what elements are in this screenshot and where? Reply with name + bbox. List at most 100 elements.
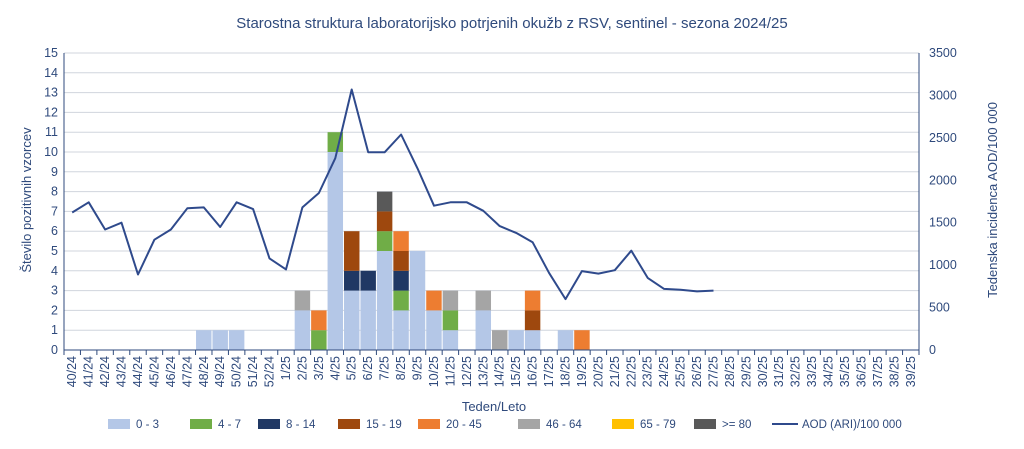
bar-segment <box>409 251 426 350</box>
x-tick-label: 4/25 <box>328 356 342 380</box>
bar-segment <box>311 310 327 331</box>
y-right-tick-label: 2500 <box>929 131 957 145</box>
bars <box>196 132 590 350</box>
legend-label: 20 - 45 <box>446 419 482 431</box>
bar-segment <box>344 231 360 271</box>
y-left-tick-label: 14 <box>44 66 58 80</box>
y-left-tick-label: 3 <box>51 284 58 298</box>
bar-segment <box>393 290 409 311</box>
x-tick-label: 9/25 <box>411 356 425 380</box>
y-left-tick-label: 0 <box>51 343 58 357</box>
x-tick-label: 38/25 <box>887 356 901 387</box>
bar-segment <box>393 310 409 350</box>
bar-segment <box>294 290 311 311</box>
bar-segment <box>508 330 524 350</box>
x-tick-label: 20/25 <box>591 356 605 387</box>
y-left-tick-label: 1 <box>51 323 58 337</box>
legend-label: 0 - 3 <box>136 419 159 431</box>
x-tick-label: 21/25 <box>608 356 622 387</box>
y-left-tick-label: 8 <box>51 185 58 199</box>
bar-segment <box>327 132 344 152</box>
y-right-tick-label: 500 <box>929 301 950 315</box>
x-tick-label: 7/25 <box>378 356 392 380</box>
x-tick-label: 1/25 <box>279 356 293 380</box>
incidence-series-line <box>71 88 714 301</box>
legend-label: 46 - 64 <box>546 419 582 431</box>
x-tick-label: 12/25 <box>460 356 474 387</box>
x-tick-label: 39/25 <box>904 356 918 387</box>
bar-segment <box>475 310 492 350</box>
y-left-tick-label: 13 <box>44 86 58 100</box>
y-left-tick-label: 9 <box>51 165 58 179</box>
y-left-tick-label: 6 <box>51 224 58 238</box>
bar-segment <box>524 330 541 350</box>
y-right-tick-label: 2000 <box>929 173 957 187</box>
bar-segment <box>524 310 541 331</box>
x-tick-label: 48/24 <box>197 356 211 387</box>
gridlines <box>64 52 919 351</box>
x-tick-label: 50/24 <box>230 356 244 387</box>
y-left-tick-label: 11 <box>45 125 58 139</box>
x-tick-label: 16/25 <box>526 356 540 387</box>
legend-swatch <box>694 419 716 429</box>
x-tick-label: 33/25 <box>805 356 819 387</box>
bar-segment <box>311 330 327 350</box>
bar-segment <box>376 211 393 232</box>
legend-label: >= 80 <box>722 419 751 431</box>
bar-segment <box>360 290 376 350</box>
x-tick-label: 6/25 <box>361 356 375 380</box>
x-tick-label: 32/25 <box>789 356 803 387</box>
x-tick-label: 11/25 <box>443 356 457 386</box>
x-tick-label: 13/25 <box>476 356 490 387</box>
x-tick-label: 47/24 <box>180 356 194 387</box>
x-tick-label: 34/25 <box>822 356 836 387</box>
chart-title: Starostna struktura laboratorijsko potrj… <box>236 15 787 32</box>
y-left-tick-label: 7 <box>51 204 58 218</box>
x-tick-label: 45/24 <box>147 356 161 387</box>
x-tick-label: 49/24 <box>213 356 227 387</box>
bar-segment <box>491 330 508 350</box>
bar-segment <box>524 290 541 311</box>
y-right-tick-label: 0 <box>929 343 936 357</box>
y-left-tick-label: 12 <box>44 105 58 119</box>
axes: 0123456789101112131415050010001500200025… <box>44 46 957 387</box>
bar-segment <box>376 251 393 350</box>
x-tick-label: 10/25 <box>427 356 441 387</box>
legend-label: 65 - 79 <box>640 419 676 431</box>
y-left-tick-label: 4 <box>51 264 58 278</box>
legend-swatch <box>518 419 540 429</box>
legend-swatch <box>418 419 440 429</box>
x-tick-label: 25/25 <box>674 356 688 387</box>
legend-swatch <box>258 419 280 429</box>
x-tick-label: 18/25 <box>558 356 572 387</box>
bar-segment <box>344 270 360 291</box>
legend-label: AOD (ARI)/100 000 <box>802 419 902 431</box>
y-left-tick-label: 5 <box>51 244 58 258</box>
bar-segment <box>442 330 459 350</box>
incidence-line <box>71 88 714 301</box>
bar-segment <box>376 191 393 212</box>
legend: 0 - 3 4 - 7 8 - 14 15 - 19 20 - 45 46 - 64 65 … <box>108 419 902 431</box>
x-tick-label: 2/25 <box>295 356 309 380</box>
x-tick-label: 3/25 <box>312 356 326 380</box>
y-axis-left-title: Število pozitivnih vzorcev <box>19 127 34 273</box>
y-left-tick-label: 2 <box>51 303 58 317</box>
bar-segment <box>196 330 212 350</box>
bar-segment <box>393 231 409 251</box>
bar-segment <box>426 310 442 350</box>
x-tick-label: 29/25 <box>739 356 753 387</box>
bar-segment <box>442 290 459 311</box>
bar-segment <box>557 330 574 350</box>
x-tick-label: 8/25 <box>394 356 408 380</box>
x-tick-label: 37/25 <box>871 356 885 387</box>
x-tick-label: 46/24 <box>164 356 178 387</box>
bar-segment <box>327 152 344 350</box>
y-left-tick-label: 10 <box>44 145 58 159</box>
bar-segment <box>475 290 492 311</box>
x-tick-label: 35/25 <box>838 356 852 387</box>
x-tick-label: 27/25 <box>706 356 720 387</box>
x-tick-label: 40/24 <box>65 356 79 387</box>
legend-swatch <box>190 419 212 429</box>
x-tick-label: 44/24 <box>131 356 145 387</box>
bar-segment <box>442 310 459 331</box>
